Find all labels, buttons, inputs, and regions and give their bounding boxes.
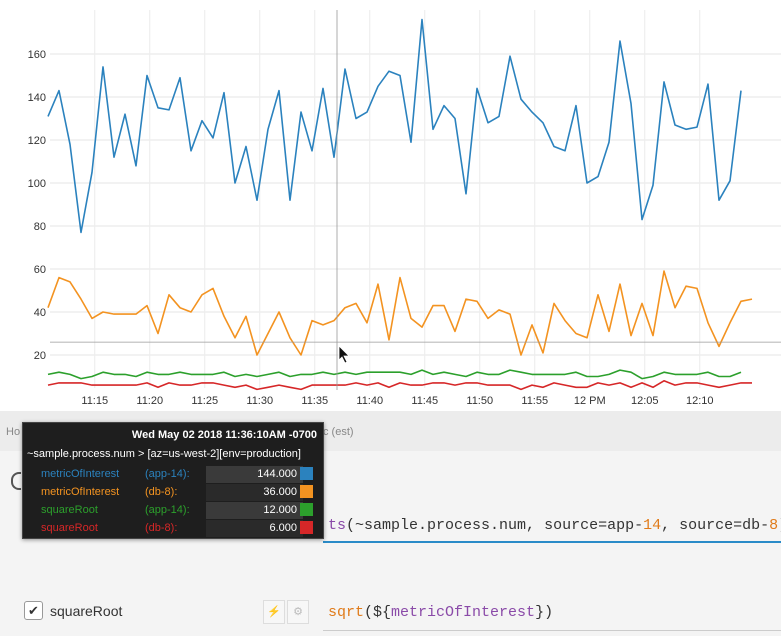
- tooltip-date: Wed May 02 2018 11:36:10AM -0700: [131, 429, 317, 441]
- series-line: [47, 369, 742, 380]
- x-tick-label: 12:05: [631, 395, 659, 407]
- x-tick-label: 11:55: [521, 395, 548, 407]
- bolt-icon[interactable]: ⚡: [263, 600, 285, 624]
- x-tick-label: 11:30: [246, 395, 273, 407]
- tooltip-series-name: squareRoot: [41, 522, 98, 534]
- query2-open: (${: [364, 604, 392, 621]
- tooltip-row: metricOfInterest (db-8): 36.000: [23, 484, 323, 501]
- x-tick-label: 12 PM: [574, 395, 606, 407]
- squareroot-label: squareRoot: [50, 603, 123, 619]
- tooltip-series-value: 12.000: [206, 502, 303, 519]
- x-tick-label: 11:45: [411, 395, 438, 407]
- tooltip-color-swatch: [300, 503, 313, 516]
- tooltip-series-source: (db-8):: [145, 522, 178, 534]
- tooltip-row: metricOfInterest (app-14): 144.000: [23, 466, 323, 483]
- series-line: [47, 379, 752, 391]
- tooltip-row: squareRoot (db-8): 6.000: [23, 520, 323, 537]
- x-tick-label: 11:50: [466, 395, 493, 407]
- chart-panel[interactable]: 20 40 60 80 100 120 140 160 11:15 11:20 11:25 11:30…: [0, 0, 781, 411]
- query-text-1[interactable]: ts(~sample.process.num, source=app-14, s…: [328, 515, 781, 534]
- tooltip-series-source: (app-14):: [145, 504, 190, 516]
- x-tick-label: 11:40: [356, 395, 383, 407]
- x-tick-label: 11:20: [136, 395, 163, 407]
- series-line: [47, 270, 753, 356]
- hover-tooltip: Wed May 02 2018 11:36:10AM -0700 ~sample…: [22, 422, 324, 539]
- squareroot-checkbox[interactable]: ✔: [24, 601, 43, 620]
- query-close: ): [778, 517, 781, 534]
- tooltip-series-value: 144.000: [206, 466, 303, 483]
- query2-var: metricOfInterest: [391, 604, 536, 621]
- query-editor-1[interactable]: ts(~sample.process.num, source=app-14, s…: [323, 507, 781, 543]
- tooltip-query: ~sample.process.num > [az=us-west-2][env…: [27, 448, 301, 460]
- query-metric: ~sample.process.num,: [355, 517, 545, 534]
- partially-hidden-icon: [11, 472, 21, 490]
- gear-icon[interactable]: ⚙: [287, 600, 309, 624]
- query-sep: ,: [661, 517, 680, 534]
- query-key2: source=db-: [679, 517, 770, 534]
- y-tick-label: 140: [28, 92, 46, 104]
- x-tick-label: 11:35: [301, 395, 328, 407]
- tooltip-color-swatch: [300, 521, 313, 534]
- mouse-cursor-icon: [338, 345, 350, 364]
- hidden-label-fragment-right: c (est): [323, 426, 354, 438]
- y-tick-label: 20: [34, 350, 46, 362]
- query-text-2[interactable]: sqrt(${metricOfInterest}): [328, 604, 553, 621]
- x-tick-label: 11:25: [191, 395, 218, 407]
- tooltip-series-name: squareRoot: [41, 504, 98, 516]
- tooltip-color-swatch: [300, 485, 313, 498]
- tooltip-series-name: metricOfInterest: [41, 468, 120, 480]
- hidden-label-fragment: Ho: [6, 426, 21, 438]
- tooltip-series-source: (app-14):: [145, 468, 190, 480]
- tooltip-series-value: 36.000: [206, 484, 303, 501]
- series-line: [47, 18, 742, 234]
- x-tick-label: 11:15: [81, 395, 108, 407]
- y-tick-label: 160: [28, 49, 46, 61]
- tooltip-row: squareRoot (app-14): 12.000: [23, 502, 323, 519]
- query-open: (: [346, 517, 356, 534]
- tooltip-series-name: metricOfInterest: [41, 486, 120, 498]
- y-tick-label: 100: [28, 178, 46, 190]
- y-tick-label: 120: [28, 135, 46, 147]
- y-tick-label: 80: [34, 221, 46, 233]
- query-func: ts: [328, 517, 347, 534]
- x-tick-label: 12:10: [686, 395, 714, 407]
- time-series-chart[interactable]: 20 40 60 80 100 120 140 160 11:15 11:20 11:25 11:30…: [0, 0, 781, 411]
- query2-func: sqrt: [328, 604, 365, 621]
- y-tick-label: 60: [34, 264, 46, 276]
- tooltip-color-swatch: [300, 467, 313, 480]
- query-key1: source=app-: [544, 517, 644, 534]
- query2-close: }): [535, 604, 554, 621]
- y-tick-label: 40: [34, 307, 46, 319]
- tooltip-series-value: 6.000: [206, 520, 303, 537]
- query-editor-2[interactable]: sqrt(${metricOfInterest}): [323, 600, 781, 631]
- tooltip-series-source: (db-8):: [145, 486, 178, 498]
- query-val2: 8: [769, 517, 779, 534]
- query-val1: 14: [643, 517, 662, 534]
